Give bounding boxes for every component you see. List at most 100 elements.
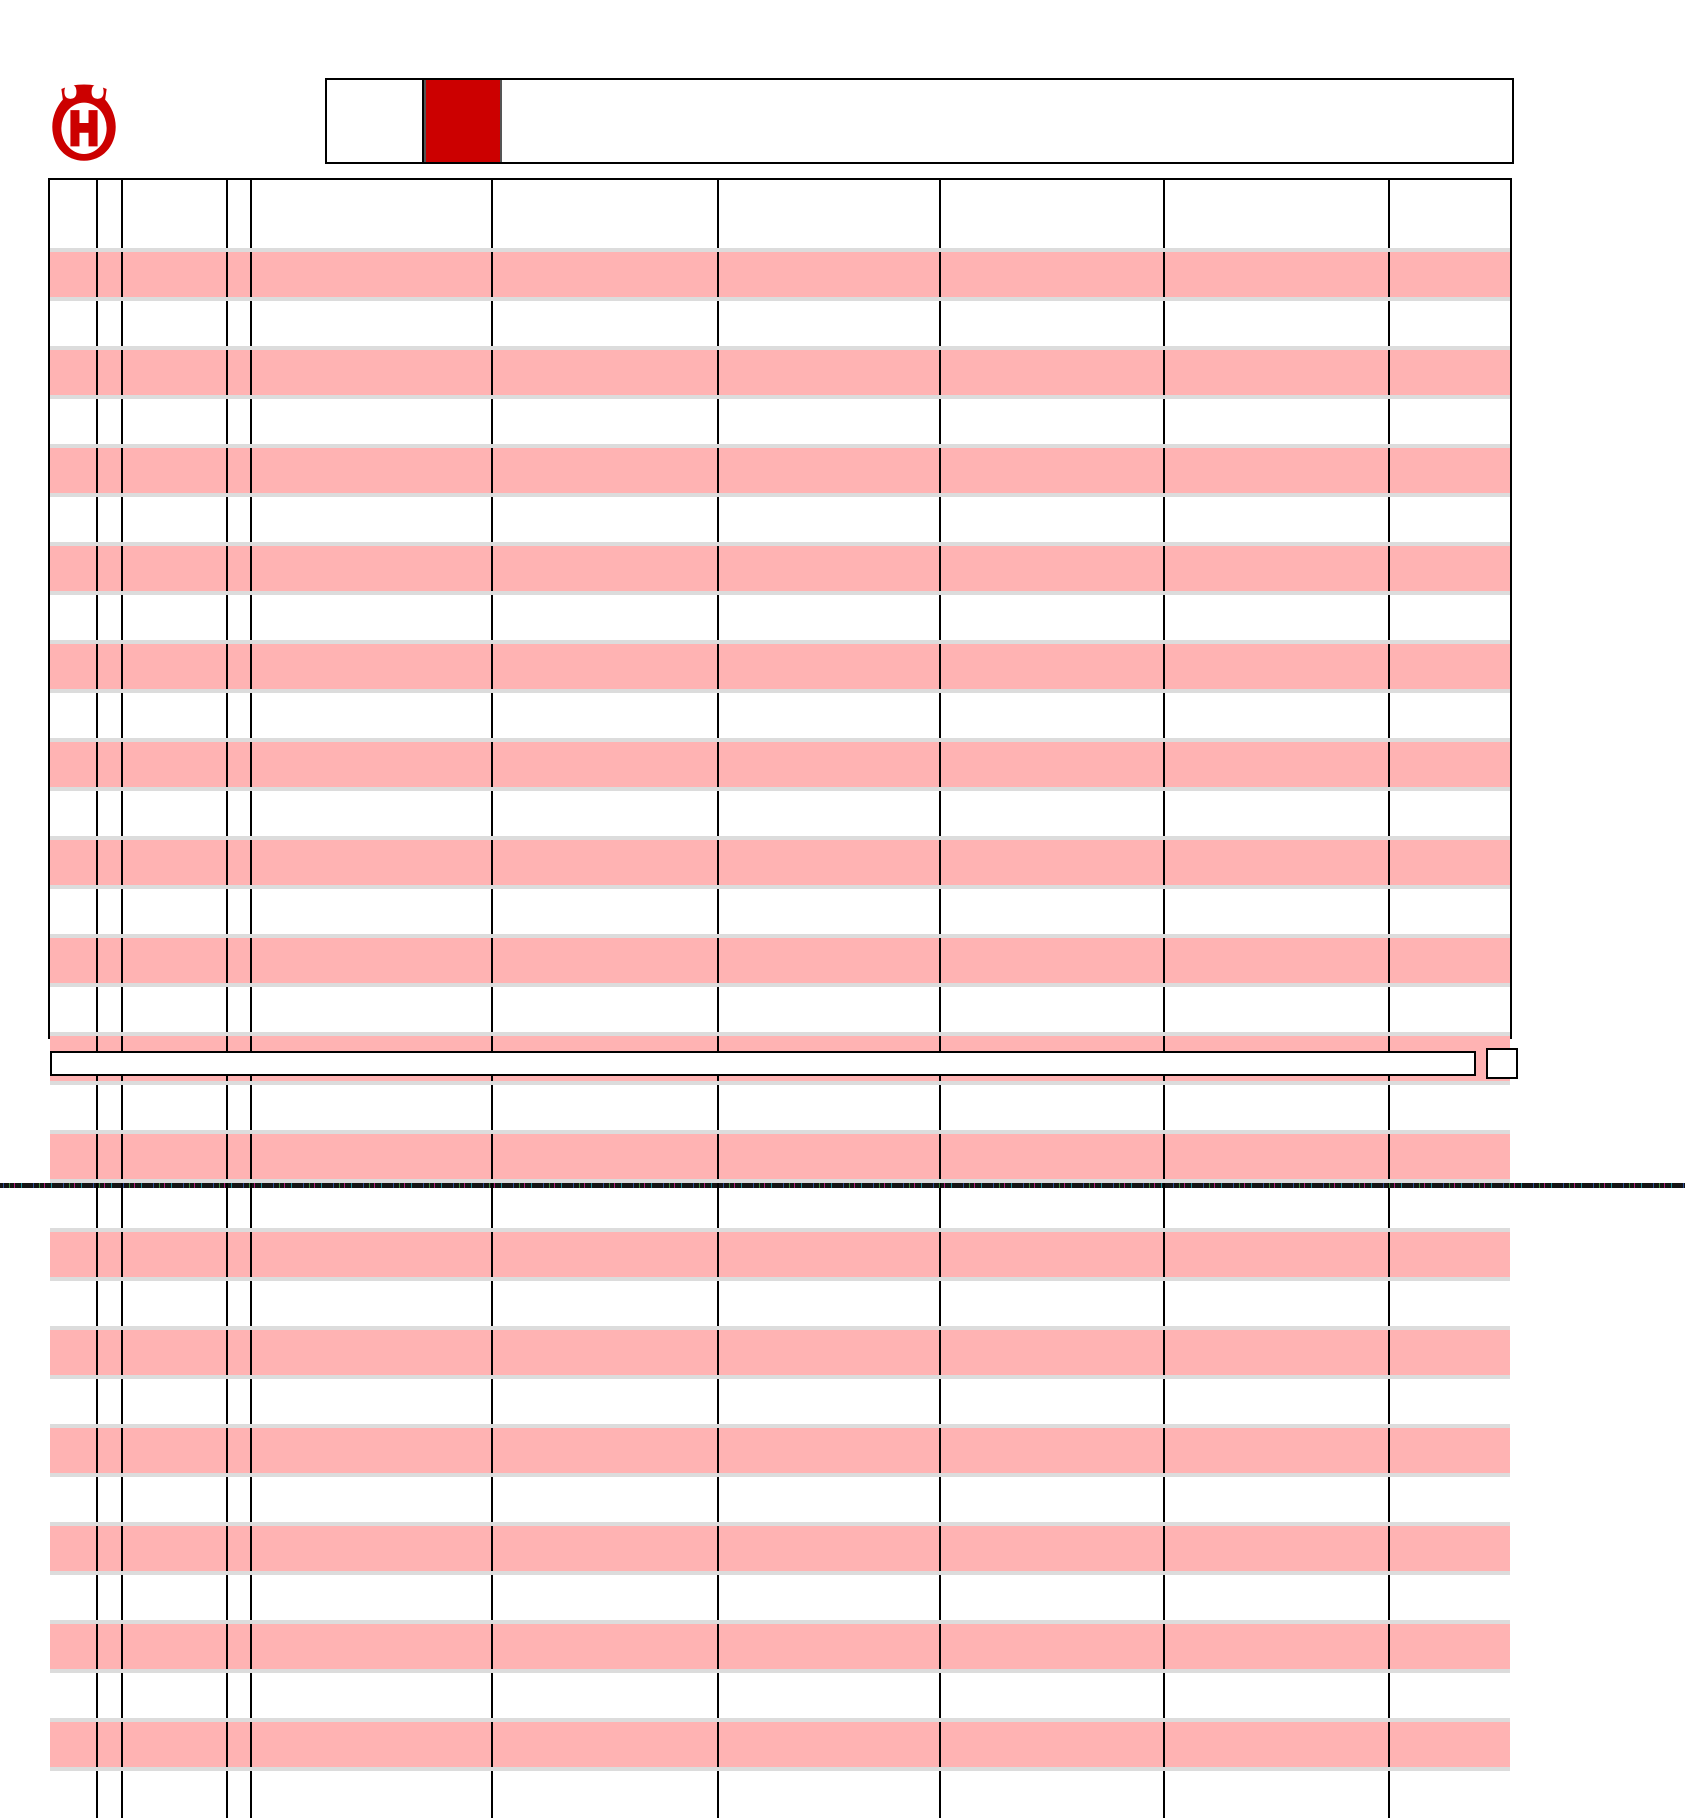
table-cell [121, 299, 227, 348]
table-row[interactable] [50, 836, 1510, 889]
table-row[interactable] [50, 1228, 1510, 1281]
table-row[interactable] [50, 1573, 1510, 1622]
table-row[interactable] [50, 397, 1510, 446]
table-row[interactable] [50, 1424, 1510, 1477]
table-cell [1388, 691, 1510, 740]
table-row[interactable] [50, 248, 1510, 301]
table-cell [1163, 248, 1389, 301]
table-cell [96, 1181, 122, 1230]
table-row[interactable] [50, 495, 1510, 544]
table-row[interactable] [50, 593, 1510, 642]
table-row[interactable] [50, 444, 1510, 497]
table-cell [226, 934, 251, 987]
table-row[interactable] [50, 1181, 1510, 1230]
table-cell [121, 985, 227, 1034]
table-row[interactable] [50, 299, 1510, 348]
table-row[interactable] [50, 1769, 1510, 1818]
table-cell [939, 248, 1164, 301]
table-row[interactable] [50, 1083, 1510, 1132]
table-cell [939, 1718, 1164, 1771]
table-cell [96, 1620, 122, 1673]
table-row[interactable] [50, 934, 1510, 987]
table-cell [121, 640, 227, 693]
table-row[interactable] [50, 1718, 1510, 1771]
table-cell [717, 1228, 940, 1281]
table-cell [1163, 593, 1389, 642]
table-cell [717, 640, 940, 693]
table-cell [1163, 1279, 1389, 1328]
table-cell [121, 1326, 227, 1379]
table-cell [226, 1573, 251, 1622]
table-cell [1163, 1424, 1389, 1477]
table-cell [491, 691, 718, 740]
table-row[interactable] [50, 1130, 1510, 1183]
table-cell [939, 495, 1164, 544]
table-cell [96, 691, 122, 740]
table-cell [121, 346, 227, 399]
table-row[interactable] [50, 1671, 1510, 1720]
table-cell [50, 1130, 97, 1183]
table-row[interactable] [50, 640, 1510, 693]
table-cell [939, 1769, 1164, 1818]
table-cell [50, 593, 97, 642]
table-row[interactable] [50, 1279, 1510, 1328]
table-row[interactable] [50, 1620, 1510, 1673]
table-cell [1163, 691, 1389, 740]
table-cell [717, 1377, 940, 1426]
table-row[interactable] [50, 1522, 1510, 1575]
table-cell [226, 1620, 251, 1673]
table-cell [50, 738, 97, 791]
table-cell [939, 397, 1164, 446]
table-cell [250, 1620, 492, 1673]
table-cell [121, 1181, 227, 1230]
bottom-artifact-strip [0, 1183, 1685, 1188]
table-row[interactable] [50, 1377, 1510, 1426]
table-row[interactable] [50, 542, 1510, 595]
table-cell [96, 542, 122, 595]
table-cell [96, 1718, 122, 1771]
table-cell [717, 985, 940, 1034]
table-row[interactable] [50, 738, 1510, 791]
table-cell [50, 1083, 97, 1132]
table-cell [491, 1424, 718, 1477]
table-row[interactable] [50, 985, 1510, 1034]
table-cell [226, 1130, 251, 1183]
table-cell [1163, 1181, 1389, 1230]
table-cell [1163, 934, 1389, 987]
table-cell [250, 495, 492, 544]
table-cell [491, 934, 718, 987]
table-cell [226, 248, 251, 301]
table-cell [250, 248, 492, 301]
table-cell [226, 1181, 251, 1230]
parts-table-container [48, 178, 1512, 1818]
table-cell [717, 1671, 940, 1720]
table-row[interactable] [50, 887, 1510, 936]
table-cell [50, 1377, 97, 1426]
table-cell [717, 1279, 940, 1328]
table-cell [250, 1424, 492, 1477]
table-cell [50, 1671, 97, 1720]
table-cell [1388, 444, 1510, 497]
table-cell [1388, 542, 1510, 595]
table-cell [1388, 397, 1510, 446]
table-row[interactable] [50, 1326, 1510, 1379]
table-cell [226, 887, 251, 936]
table-cell [491, 1326, 718, 1379]
header-title-field [502, 80, 1512, 162]
table-cell [491, 985, 718, 1034]
table-row[interactable] [50, 346, 1510, 399]
table-row[interactable] [50, 691, 1510, 740]
table-cell [491, 1769, 718, 1818]
table-cell [250, 1377, 492, 1426]
table-cell [121, 1769, 227, 1818]
table-cell [717, 346, 940, 399]
table-cell [96, 738, 122, 791]
table-cell [250, 1671, 492, 1720]
table-row[interactable] [50, 789, 1510, 838]
table-cell [226, 346, 251, 399]
table-cell [491, 738, 718, 791]
table-cell [491, 836, 718, 889]
table-cell [226, 691, 251, 740]
table-row[interactable] [50, 1475, 1510, 1524]
table-cell [491, 1718, 718, 1771]
